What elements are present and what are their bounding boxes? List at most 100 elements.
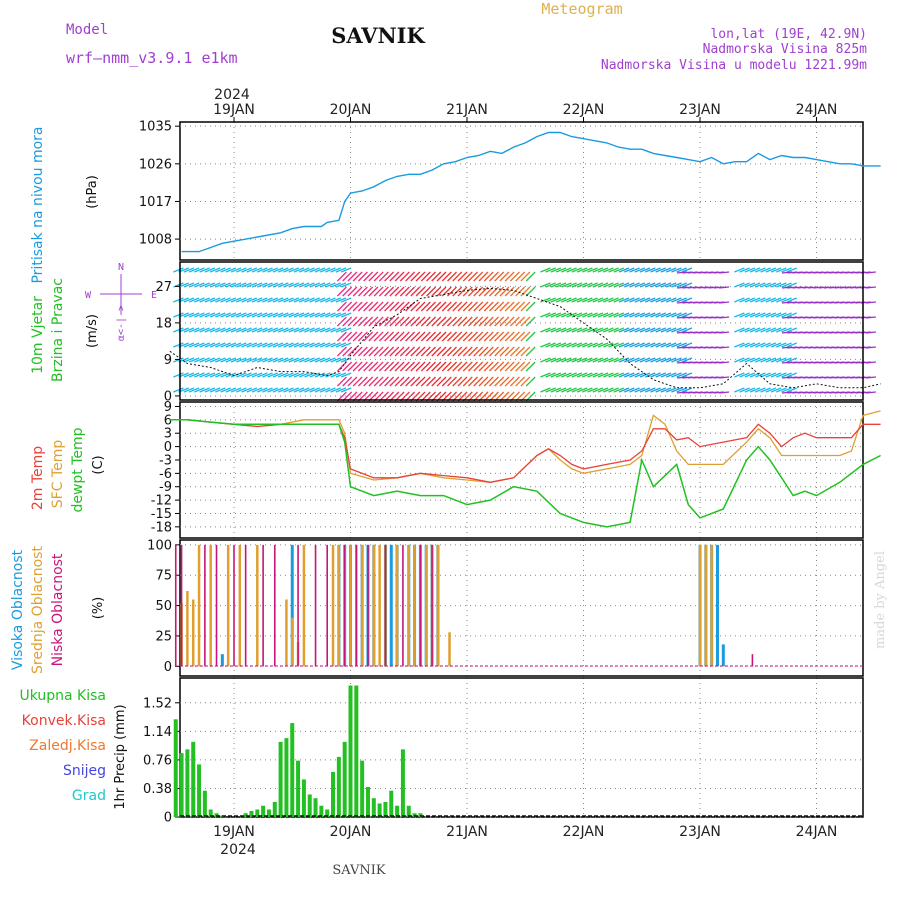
wind-barb: [183, 327, 195, 333]
wind-barb: [739, 312, 750, 318]
wind-barb: [744, 387, 756, 393]
wind-barb: [236, 387, 247, 393]
wind-barb: [499, 286, 510, 297]
wind-barb: [368, 361, 379, 372]
wind-barb: [749, 387, 761, 393]
cloud-bar: [290, 544, 294, 667]
wind-barb: [629, 327, 640, 333]
wind-barb: [509, 286, 520, 297]
wind-barb: [225, 312, 237, 318]
wind-barb: [220, 387, 231, 393]
wind-barb: [550, 297, 562, 303]
wind-barb: [624, 372, 635, 378]
wind-barb: [272, 327, 284, 333]
sfc-temp-line: [169, 410, 881, 483]
footer-station: SAVNIK: [332, 863, 386, 878]
wind-barb: [352, 331, 363, 342]
bottom-date-label: 23JAN: [679, 824, 721, 840]
wind-barb: [650, 267, 661, 273]
wind-barb: [325, 267, 336, 273]
wind-speed-line: [169, 287, 881, 389]
y-tick-label: 0: [164, 389, 172, 404]
wind-barb: [251, 282, 263, 288]
wind-barb: [760, 312, 771, 318]
wind-barb: [209, 312, 221, 318]
wind-barb: [199, 387, 210, 393]
wind-barb: [246, 312, 258, 318]
precip-bar: [418, 813, 423, 817]
wind-barb: [555, 357, 567, 363]
wind-barb: [262, 327, 273, 333]
bottom-date-label: 20JAN: [330, 824, 372, 840]
cloud-bar: [331, 544, 335, 667]
wind-barb: [462, 301, 473, 312]
wind-barb: [488, 301, 499, 312]
wind-barb: [719, 346, 730, 349]
cloud-y-ticks: 100 75 50 25 0: [147, 538, 863, 675]
cloud-bar: [407, 544, 410, 667]
wind-barb: [671, 327, 682, 333]
y-tick-label: 75: [155, 569, 172, 584]
wind-barb: [488, 316, 499, 327]
wind-barb: [776, 312, 787, 318]
wind-barb: [776, 342, 787, 348]
wind-barb: [257, 267, 268, 273]
wind-barb: [494, 271, 505, 282]
wind-barb: [776, 282, 787, 288]
wind-barb: [603, 282, 614, 288]
wind-barb: [204, 372, 216, 378]
precip-legend: Ukupna Kisa Konvek.Kisa Zaledj.Kisa Snij…: [19, 688, 106, 804]
wind-barb: [225, 357, 237, 363]
wind-barb: [566, 387, 577, 393]
cloud-bar: [360, 544, 364, 667]
wind-barb: [368, 286, 379, 297]
wind-barb: [457, 346, 468, 357]
wind-barb: [363, 331, 374, 342]
wind-barb: [384, 301, 395, 312]
wind-barb: [650, 342, 661, 348]
wind-barb: [587, 312, 598, 318]
wind-barb: [770, 312, 782, 318]
wind-barb: [550, 387, 562, 393]
wind-barb: [209, 387, 221, 393]
wind-barb: [173, 357, 184, 363]
wind-barb: [267, 282, 279, 288]
wind-barb: [676, 357, 687, 363]
wind-barb: [744, 312, 756, 318]
legend-grad: Grad: [72, 788, 106, 804]
wind-barb: [431, 271, 442, 282]
wind-barb: [760, 297, 771, 303]
wind-barb: [447, 331, 457, 342]
wind-barb: [749, 327, 761, 333]
wind-barb: [587, 387, 598, 393]
wind-barb: [561, 267, 572, 273]
wind-barb: [283, 372, 294, 378]
wind-barb: [760, 327, 771, 333]
y-tick-label: -18: [151, 520, 172, 535]
y-tick-label: 50: [155, 599, 172, 614]
wind-barb: [342, 316, 353, 327]
compass-north: N: [118, 262, 124, 273]
wind-barb: [734, 357, 745, 363]
bottom-year-label: 2024: [220, 842, 256, 858]
wind-barb: [457, 376, 468, 387]
wind-barb: [755, 372, 766, 378]
wind-barb: [394, 376, 405, 387]
wind-barb: [436, 301, 447, 312]
wind-barb: [173, 372, 184, 378]
wind-barb: [298, 327, 310, 333]
precip-bar: [255, 809, 260, 817]
wind-barb: [597, 282, 609, 288]
wind-barb: [520, 376, 531, 387]
wind-barb: [566, 312, 577, 318]
wind-barb: [587, 297, 598, 303]
wind-barb: [457, 271, 468, 282]
wind-barb: [786, 312, 798, 318]
wind-barb: [199, 357, 210, 363]
wind-barb: [309, 282, 320, 288]
wind-barb: [650, 312, 661, 318]
wind-barb: [639, 297, 651, 303]
wind-barb: [220, 357, 231, 363]
y-tick-label: 6: [164, 413, 172, 428]
